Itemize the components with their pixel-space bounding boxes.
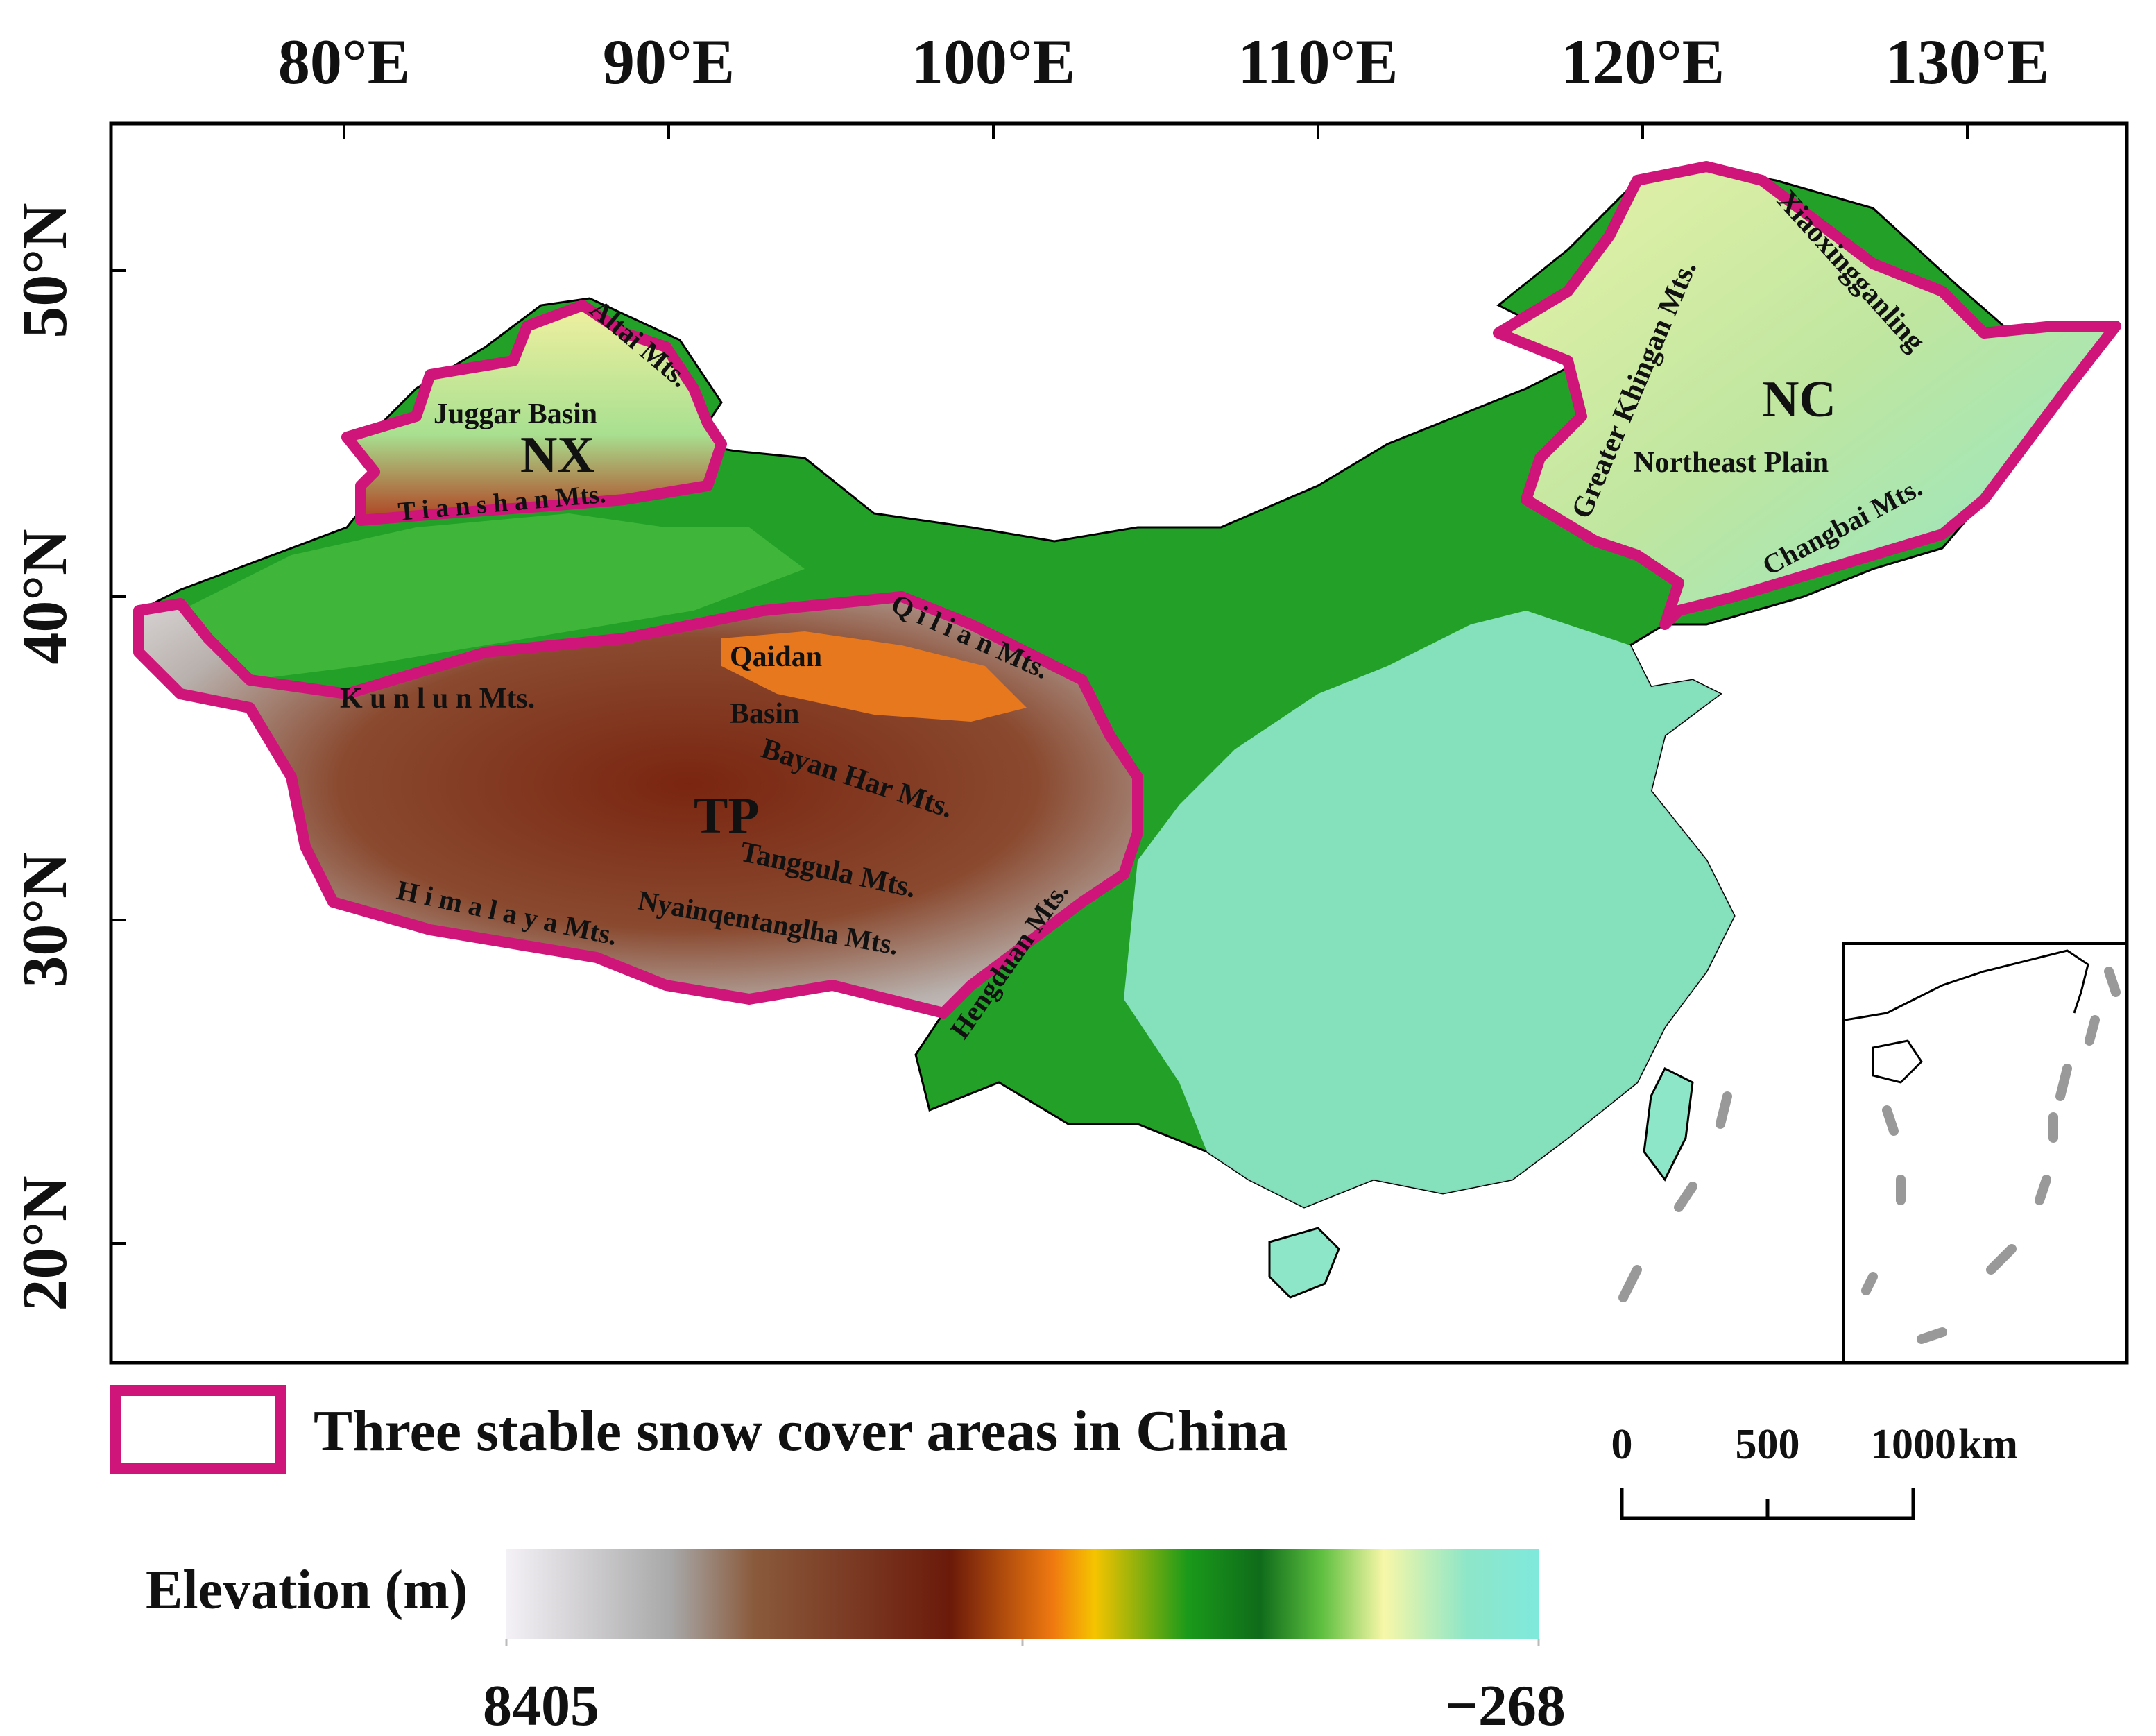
- lon-label-80: 80°E: [278, 26, 410, 97]
- region-label-nx: NX: [520, 427, 594, 484]
- lat-label-30: 30°N: [9, 852, 80, 987]
- elevation-legend-title: Elevation (m): [146, 1560, 468, 1621]
- inset-coastline: [1845, 949, 2089, 1021]
- scalebar-label-0: 0: [1611, 1421, 1633, 1468]
- lon-label-90: 90°E: [603, 26, 735, 97]
- region-label-nc: NC: [1762, 371, 1836, 428]
- lon-label-130: 130°E: [1885, 26, 2049, 97]
- lon-label-100: 100°E: [912, 26, 1075, 97]
- nx-region: [341, 300, 727, 526]
- qaidam-basin: [721, 631, 1027, 722]
- inset-hainan: [1872, 1039, 1923, 1084]
- elevation-min-label: −268: [1445, 1674, 1566, 1736]
- colorbar-ticks: [505, 1639, 1540, 1646]
- label-kunlun: K u n l u n Mts.: [340, 683, 535, 715]
- snow-area-legend-swatch: [110, 1385, 286, 1474]
- lat-label-40: 40°N: [9, 529, 80, 664]
- lon-label-110: 110°E: [1238, 26, 1398, 97]
- label-qaidan-1: Qaidan: [730, 641, 822, 673]
- south-china-sea-inset: [1842, 942, 2128, 1364]
- region-label-tp: TP: [694, 788, 760, 844]
- hainan-island: [1268, 1227, 1340, 1299]
- label-qaidan-2: Basin: [730, 698, 799, 730]
- lon-label-120: 120°E: [1561, 26, 1725, 97]
- maritime-dash-line: [1618, 1091, 1732, 1302]
- label-northeast-plain: Northeast Plain: [1634, 447, 1829, 479]
- elevation-max-label: 8405: [483, 1674, 599, 1736]
- inset-dash-line: [1861, 967, 2121, 1344]
- scalebar-label-500: 500: [1736, 1421, 1800, 1468]
- scalebar-label-1000: 1000: [1870, 1421, 1956, 1468]
- tarim-basin: [180, 513, 805, 680]
- lat-label-20: 20°N: [9, 1175, 80, 1311]
- lat-label-50: 50°N: [9, 203, 80, 338]
- taiwan-island: [1643, 1066, 1694, 1182]
- elevation-colorbar: [506, 1549, 1539, 1639]
- label-juggar: Juggar Basin: [434, 398, 597, 430]
- eastern-lowlands: [1124, 611, 1734, 1207]
- scalebar: [1620, 1488, 1915, 1520]
- snow-area-legend-label: Three stable snow cover areas in China: [314, 1399, 1288, 1463]
- nc-region: [1493, 161, 2121, 630]
- axis-ticks: [111, 124, 1969, 1245]
- scalebar-unit: km: [1958, 1421, 2018, 1468]
